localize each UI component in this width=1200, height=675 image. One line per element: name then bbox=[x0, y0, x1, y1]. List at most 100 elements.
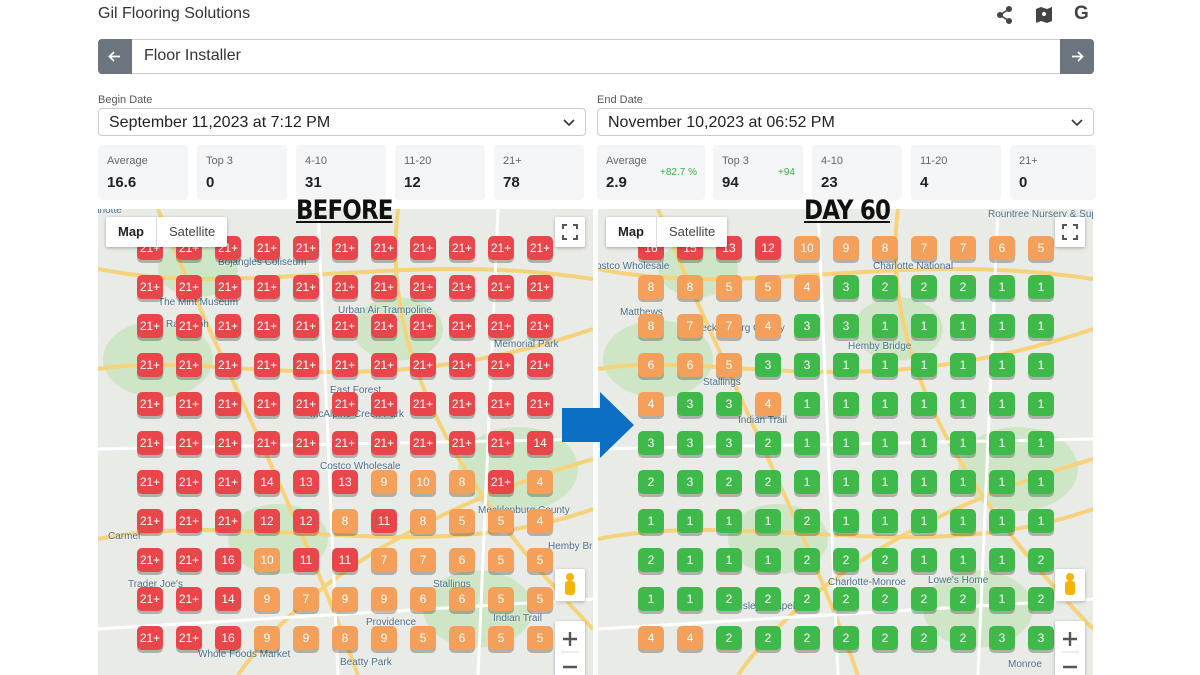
rank-marker[interactable]: 1 bbox=[872, 392, 898, 416]
rank-marker[interactable]: 3 bbox=[989, 626, 1015, 650]
rank-marker[interactable]: 21+ bbox=[215, 431, 241, 455]
rank-marker[interactable]: 5 bbox=[488, 509, 514, 533]
satellite-button[interactable]: Satellite bbox=[156, 217, 227, 247]
rank-marker[interactable]: 1 bbox=[1028, 275, 1054, 299]
rank-marker[interactable]: 1 bbox=[872, 314, 898, 338]
rank-marker[interactable]: 21+ bbox=[332, 236, 358, 260]
rank-marker[interactable]: 21+ bbox=[449, 353, 475, 377]
rank-marker[interactable]: 5 bbox=[716, 353, 742, 377]
rank-marker[interactable]: 21+ bbox=[449, 314, 475, 338]
rank-marker[interactable]: 4 bbox=[638, 392, 664, 416]
rank-marker[interactable]: 1 bbox=[833, 470, 859, 494]
rank-marker[interactable]: 21+ bbox=[410, 275, 436, 299]
rank-marker[interactable]: 1 bbox=[1028, 509, 1054, 533]
rank-marker[interactable]: 2 bbox=[872, 626, 898, 650]
rank-marker[interactable]: 1 bbox=[911, 548, 937, 572]
rank-marker[interactable]: 5 bbox=[527, 626, 553, 650]
rank-marker[interactable]: 6 bbox=[410, 587, 436, 611]
street-view-button[interactable] bbox=[555, 569, 585, 601]
rank-marker[interactable]: 5 bbox=[488, 587, 514, 611]
rank-marker[interactable]: 1 bbox=[872, 431, 898, 455]
rank-marker[interactable]: 1 bbox=[989, 509, 1015, 533]
rank-marker[interactable]: 2 bbox=[833, 626, 859, 650]
rank-marker[interactable]: 3 bbox=[677, 431, 703, 455]
rank-marker[interactable]: 8 bbox=[872, 236, 898, 260]
rank-marker[interactable]: 2 bbox=[950, 587, 976, 611]
rank-marker[interactable]: 1 bbox=[638, 587, 664, 611]
rank-marker[interactable]: 1 bbox=[1028, 392, 1054, 416]
rank-marker[interactable]: 1 bbox=[989, 314, 1015, 338]
rank-marker[interactable]: 2 bbox=[794, 587, 820, 611]
rank-marker[interactable]: 6 bbox=[449, 626, 475, 650]
rank-marker[interactable]: 21+ bbox=[215, 509, 241, 533]
rank-marker[interactable]: 21+ bbox=[176, 275, 202, 299]
rank-marker[interactable]: 21+ bbox=[215, 314, 241, 338]
rank-marker[interactable]: 5 bbox=[716, 275, 742, 299]
rank-marker[interactable]: 21+ bbox=[449, 236, 475, 260]
rank-marker[interactable]: 16 bbox=[215, 626, 241, 650]
rank-marker[interactable]: 21+ bbox=[215, 392, 241, 416]
rank-marker[interactable]: 2 bbox=[794, 548, 820, 572]
rank-marker[interactable]: 1 bbox=[833, 353, 859, 377]
rank-marker[interactable]: 1 bbox=[755, 509, 781, 533]
rank-marker[interactable]: 1 bbox=[950, 470, 976, 494]
rank-marker[interactable]: 4 bbox=[527, 470, 553, 494]
rank-marker[interactable]: 21+ bbox=[332, 275, 358, 299]
rank-marker[interactable]: 21+ bbox=[449, 275, 475, 299]
rank-marker[interactable]: 7 bbox=[950, 236, 976, 260]
rank-marker[interactable]: 2 bbox=[872, 275, 898, 299]
rank-marker[interactable]: 21+ bbox=[176, 626, 202, 650]
rank-marker[interactable]: 4 bbox=[638, 626, 664, 650]
rank-marker[interactable]: 1 bbox=[911, 314, 937, 338]
rank-marker[interactable]: 1 bbox=[911, 431, 937, 455]
rank-marker[interactable]: 5 bbox=[755, 275, 781, 299]
rank-marker[interactable]: 9 bbox=[254, 626, 280, 650]
rank-marker[interactable]: 21+ bbox=[293, 236, 319, 260]
rank-marker[interactable]: 7 bbox=[716, 314, 742, 338]
rank-marker[interactable]: 12 bbox=[755, 236, 781, 260]
rank-marker[interactable]: 9 bbox=[332, 587, 358, 611]
share-icon[interactable] bbox=[994, 4, 1016, 26]
rank-marker[interactable]: 7 bbox=[371, 548, 397, 572]
rank-marker[interactable]: 7 bbox=[410, 548, 436, 572]
fullscreen-button[interactable] bbox=[555, 217, 585, 247]
rank-marker[interactable]: 1 bbox=[755, 548, 781, 572]
rank-marker[interactable]: 11 bbox=[293, 548, 319, 572]
rank-marker[interactable]: 3 bbox=[1028, 626, 1054, 650]
rank-marker[interactable]: 1 bbox=[716, 548, 742, 572]
rank-marker[interactable]: 21+ bbox=[215, 470, 241, 494]
rank-marker[interactable]: 1 bbox=[1028, 431, 1054, 455]
rank-marker[interactable]: 7 bbox=[911, 236, 937, 260]
rank-marker[interactable]: 2 bbox=[950, 626, 976, 650]
rank-marker[interactable]: 2 bbox=[755, 470, 781, 494]
rank-marker[interactable]: 21+ bbox=[215, 353, 241, 377]
date-select[interactable]: September 11,2023 at 7:12 PM bbox=[98, 108, 586, 136]
rank-marker[interactable]: 2 bbox=[638, 470, 664, 494]
rank-marker[interactable]: 14 bbox=[254, 470, 280, 494]
rank-marker[interactable]: 21+ bbox=[137, 626, 163, 650]
rank-marker[interactable]: 21+ bbox=[527, 314, 553, 338]
rank-marker[interactable]: 21+ bbox=[371, 431, 397, 455]
rank-marker[interactable]: 1 bbox=[794, 431, 820, 455]
rank-marker[interactable]: 8 bbox=[332, 509, 358, 533]
rank-marker[interactable]: 9 bbox=[371, 626, 397, 650]
rank-marker[interactable]: 21+ bbox=[176, 548, 202, 572]
rank-marker[interactable]: 21+ bbox=[449, 392, 475, 416]
map-button[interactable]: Map bbox=[618, 224, 644, 239]
rank-marker[interactable]: 11 bbox=[332, 548, 358, 572]
rank-marker[interactable]: 21+ bbox=[254, 314, 280, 338]
rank-marker[interactable]: 1 bbox=[872, 353, 898, 377]
rank-marker[interactable]: 9 bbox=[371, 587, 397, 611]
rank-marker[interactable]: 1 bbox=[950, 509, 976, 533]
rank-marker[interactable]: 2 bbox=[716, 587, 742, 611]
rank-marker[interactable]: 3 bbox=[677, 392, 703, 416]
rank-marker[interactable]: 1 bbox=[833, 509, 859, 533]
rank-marker[interactable]: 2 bbox=[872, 587, 898, 611]
rank-marker[interactable]: 6 bbox=[677, 353, 703, 377]
rank-marker[interactable]: 21+ bbox=[449, 431, 475, 455]
rank-marker[interactable]: 11 bbox=[371, 509, 397, 533]
rank-marker[interactable]: 21+ bbox=[488, 470, 514, 494]
rank-marker[interactable]: 21+ bbox=[371, 314, 397, 338]
rank-marker[interactable]: 6 bbox=[638, 353, 664, 377]
rank-marker[interactable]: 1 bbox=[1028, 314, 1054, 338]
